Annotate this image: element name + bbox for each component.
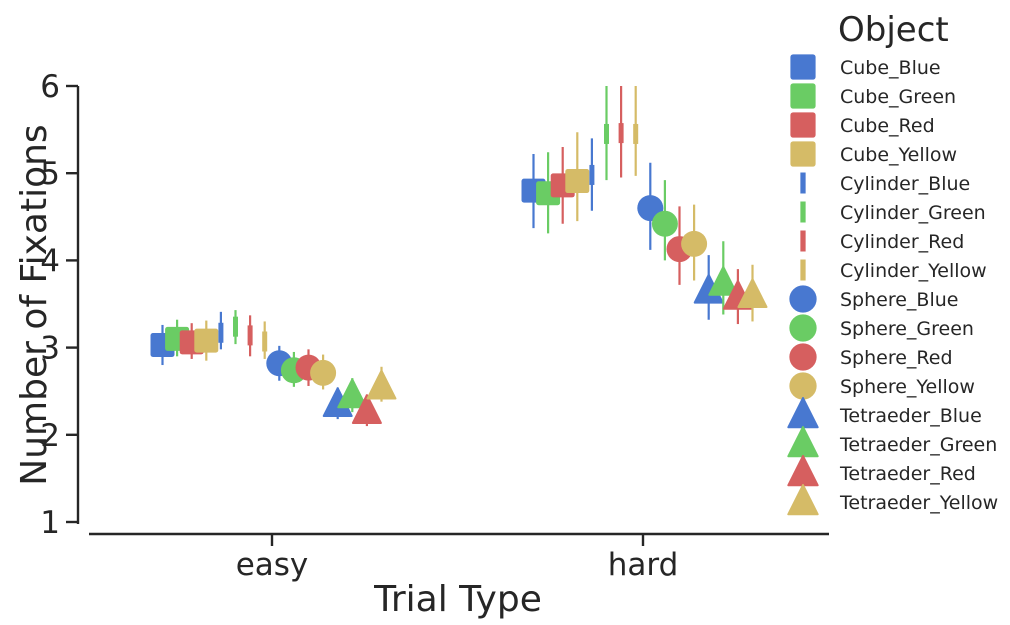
data-marks bbox=[150, 86, 768, 427]
x-axis-title: Trial Type bbox=[373, 579, 542, 620]
series-Cube_Yellow bbox=[194, 132, 590, 361]
legend-marker bbox=[789, 314, 817, 342]
legend-item: Tetraeder_Yellow bbox=[787, 484, 998, 516]
data-point bbox=[633, 123, 639, 144]
legend-marker bbox=[789, 372, 817, 400]
data-point bbox=[262, 331, 268, 352]
data-point bbox=[604, 123, 609, 144]
series-Cube_Red bbox=[179, 147, 575, 359]
legend-item: Sphere_Yellow bbox=[789, 372, 975, 400]
data-point bbox=[737, 278, 768, 308]
legend-label: Cube_Green bbox=[840, 86, 956, 108]
legend-marker bbox=[787, 484, 819, 516]
legend-label: Cylinder_Red bbox=[840, 231, 964, 253]
data-point bbox=[708, 265, 739, 296]
y-tick-label: 1 bbox=[40, 505, 60, 541]
legend-item: Tetraeder_Green bbox=[787, 426, 997, 458]
series-Cylinder_Green bbox=[233, 86, 609, 345]
x-tick-label: easy bbox=[236, 547, 309, 583]
legend-marker bbox=[790, 141, 816, 167]
data-point bbox=[618, 123, 624, 144]
legend-label: Cube_Yellow bbox=[840, 144, 957, 166]
legend-label: Tetraeder_Yellow bbox=[839, 492, 998, 514]
legend-title: Object bbox=[838, 10, 949, 50]
legend-marker bbox=[787, 455, 819, 487]
legend-item: Cube_Green bbox=[790, 83, 956, 109]
legend-label: Cylinder_Yellow bbox=[840, 260, 987, 282]
legend-item: Sphere_Red bbox=[789, 343, 953, 371]
data-point bbox=[366, 369, 397, 400]
legend-item: Cylinder_Red bbox=[800, 230, 964, 253]
legend-label: Sphere_Green bbox=[840, 318, 974, 340]
legend-item: Cylinder_Blue bbox=[800, 172, 970, 195]
legend-label: Sphere_Yellow bbox=[840, 376, 975, 398]
legend-item: Tetraeder_Blue bbox=[787, 397, 982, 429]
y-ticks: 1 2 3 4 5 6 bbox=[40, 69, 78, 541]
legend-label: Cylinder_Green bbox=[840, 202, 986, 224]
data-point bbox=[351, 394, 382, 424]
legend-marker bbox=[789, 285, 817, 313]
plot-area: 1 2 3 4 5 6 easy hard Number of Fixations Tria… bbox=[14, 69, 829, 620]
legend-items: Cube_Blue Cube_Green Cube_Red Cube_Yellow Cy… bbox=[787, 54, 998, 516]
legend-label: Sphere_Red bbox=[840, 347, 953, 369]
y-tick-label: 3 bbox=[40, 331, 60, 367]
x-tick-label: hard bbox=[608, 547, 679, 583]
series-Sphere_Yellow bbox=[310, 204, 708, 390]
series-Sphere_Green bbox=[280, 180, 678, 387]
legend-item: Cube_Red bbox=[790, 112, 935, 138]
legend-label: Cube_Blue bbox=[840, 57, 941, 79]
legend-marker bbox=[790, 83, 816, 109]
legend-label: Cylinder_Blue bbox=[840, 173, 970, 195]
legend-item: Sphere_Blue bbox=[789, 285, 958, 313]
series-Cube_Green bbox=[165, 152, 561, 357]
y-tick-label: 4 bbox=[40, 243, 60, 279]
y-tick-label: 5 bbox=[40, 156, 60, 192]
data-point bbox=[247, 325, 253, 346]
y-axis-title: Number of Fixations bbox=[14, 124, 55, 485]
data-point bbox=[218, 322, 224, 343]
legend-item: Tetraeder_Red bbox=[787, 455, 976, 487]
legend-item: Sphere_Green bbox=[789, 314, 974, 342]
series-Sphere_Blue bbox=[266, 162, 664, 381]
x-ticks: easy hard bbox=[236, 534, 679, 583]
legend-marker bbox=[800, 259, 806, 281]
legend-marker bbox=[790, 54, 816, 80]
data-point bbox=[589, 164, 595, 185]
series-Cylinder_Yellow bbox=[262, 86, 639, 359]
y-tick-label: 2 bbox=[40, 418, 60, 454]
legend-item: Cube_Blue bbox=[790, 54, 941, 80]
legend-label: Cube_Red bbox=[840, 115, 935, 137]
data-point bbox=[337, 378, 368, 409]
series-Tetraeder_Yellow bbox=[366, 264, 768, 402]
legend-marker bbox=[790, 112, 816, 138]
data-point bbox=[681, 230, 708, 257]
legend-marker bbox=[787, 426, 819, 458]
legend: Object Cube_Blue Cube_Green Cube_Red Cube_Y… bbox=[787, 10, 998, 516]
legend-marker bbox=[787, 397, 819, 429]
legend-item: Cube_Yellow bbox=[790, 141, 957, 167]
series-Tetraeder_Green bbox=[337, 241, 739, 413]
legend-label: Tetraeder_Red bbox=[839, 463, 976, 485]
legend-label: Tetraeder_Green bbox=[839, 434, 997, 456]
legend-marker bbox=[800, 172, 806, 194]
series-Cylinder_Red bbox=[247, 86, 624, 357]
data-point bbox=[233, 316, 238, 337]
data-point bbox=[310, 359, 337, 386]
series-Tetraeder_Red bbox=[351, 269, 753, 427]
series-Cylinder_Blue bbox=[218, 138, 595, 350]
data-point bbox=[565, 169, 590, 194]
series-Sphere_Red bbox=[295, 206, 693, 386]
legend-item: Cylinder_Yellow bbox=[800, 259, 987, 282]
legend-marker bbox=[800, 230, 806, 252]
legend-marker bbox=[800, 201, 806, 223]
data-point bbox=[651, 210, 678, 237]
y-tick-label: 6 bbox=[40, 69, 60, 105]
legend-label: Sphere_Blue bbox=[840, 289, 958, 311]
data-point bbox=[194, 328, 219, 353]
legend-item: Cylinder_Green bbox=[800, 201, 986, 224]
legend-marker bbox=[789, 343, 817, 371]
legend-label: Tetraeder_Blue bbox=[839, 405, 982, 427]
